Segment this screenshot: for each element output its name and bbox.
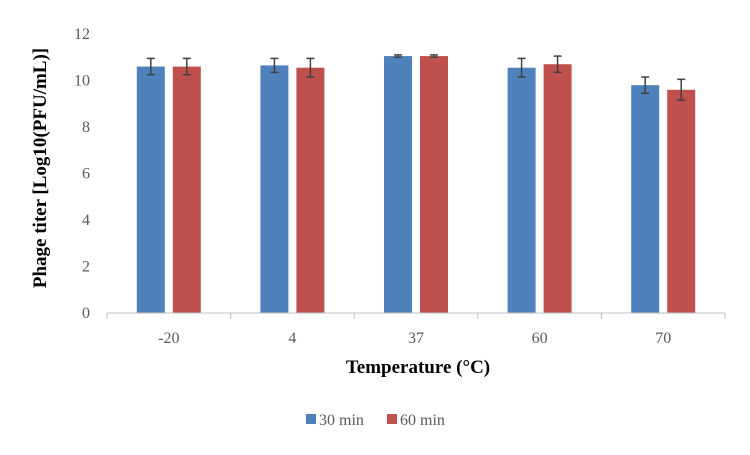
x-tick-label: 60 [532,330,548,347]
y-tick-label: 12 [74,26,90,43]
bar-30-min--20 [136,66,165,313]
x-tick-label: 4 [288,330,296,347]
bar-60-min-37 [420,56,448,314]
x-axis: -20 4 37 60 70 [106,312,726,347]
legend-label: 60 min [400,412,445,429]
legend-label: 30 min [319,412,364,429]
x-tick-label: 37 [408,330,424,347]
legend: 30 min 60 min [306,412,445,429]
x-tick-label: 70 [655,330,671,347]
bars [136,54,696,314]
bar-60-min-60 [543,64,572,313]
y-tick-label: 8 [82,119,90,136]
legend-swatch [387,414,397,424]
bar-60-min--20 [172,66,201,313]
y-tick-label: 4 [82,212,90,229]
bar-60-min-4 [296,67,325,314]
y-tick-label: 10 [74,73,90,90]
y-tick-label: 0 [82,305,90,322]
y-axis-title: Phage titer [Log10(PFU/mL)] [30,48,51,288]
x-axis-title: Temperature (°C) [346,357,490,378]
x-tick-label: -20 [158,330,179,347]
y-tick-label: 6 [82,166,90,183]
bar-30-min-4 [260,65,289,313]
legend-swatch [306,414,316,424]
bar-60-min-70 [667,89,696,313]
y-axis-ticks: 0 2 4 6 8 10 12 [74,26,90,322]
bar-30-min-37 [384,56,412,314]
bar-30-min-60 [507,67,536,314]
bar-30-min-70 [631,85,660,314]
y-tick-label: 2 [82,259,90,276]
